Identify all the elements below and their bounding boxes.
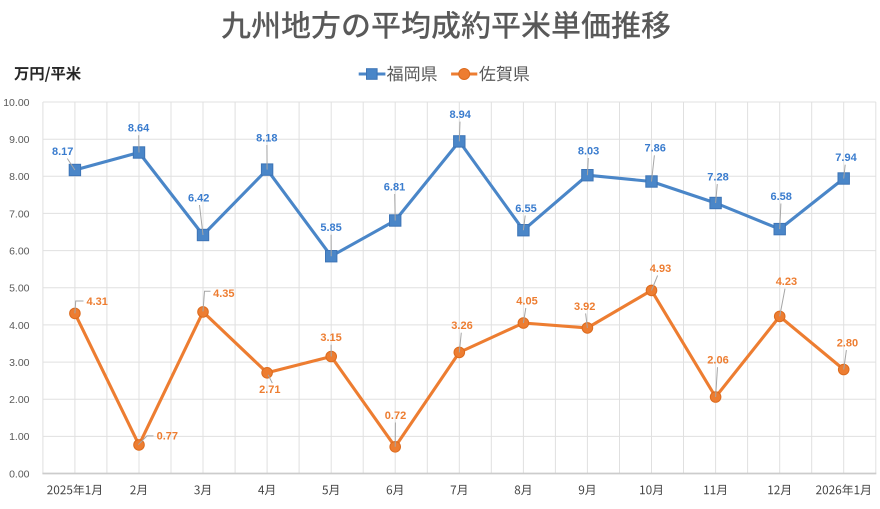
svg-text:6.55: 6.55 xyxy=(515,203,536,215)
svg-text:4.00: 4.00 xyxy=(9,320,30,332)
svg-text:4.93: 4.93 xyxy=(650,263,671,275)
svg-text:0.72: 0.72 xyxy=(385,410,406,422)
svg-text:4.23: 4.23 xyxy=(776,276,797,288)
svg-text:6.58: 6.58 xyxy=(770,191,791,203)
svg-text:2.00: 2.00 xyxy=(9,394,30,406)
svg-text:4.31: 4.31 xyxy=(87,296,108,308)
svg-text:8.03: 8.03 xyxy=(578,145,599,157)
svg-text:3.15: 3.15 xyxy=(320,332,341,344)
svg-text:8.64: 8.64 xyxy=(128,123,150,135)
svg-text:4.05: 4.05 xyxy=(516,295,537,307)
svg-text:5.85: 5.85 xyxy=(320,222,341,234)
svg-text:2.80: 2.80 xyxy=(837,337,858,349)
svg-text:0.00: 0.00 xyxy=(9,468,30,480)
svg-text:3.26: 3.26 xyxy=(451,320,472,332)
svg-text:6.42: 6.42 xyxy=(188,192,209,204)
svg-text:6.81: 6.81 xyxy=(384,181,405,193)
svg-text:3.00: 3.00 xyxy=(9,357,30,369)
svg-text:7.94: 7.94 xyxy=(835,152,857,164)
svg-text:9.00: 9.00 xyxy=(9,134,30,146)
svg-text:7.86: 7.86 xyxy=(644,143,665,155)
svg-text:7.00: 7.00 xyxy=(9,208,30,220)
svg-text:8.17: 8.17 xyxy=(52,146,73,158)
svg-text:8.94: 8.94 xyxy=(449,109,471,121)
svg-text:1.00: 1.00 xyxy=(9,431,30,443)
svg-text:3.92: 3.92 xyxy=(574,301,595,313)
svg-text:4.35: 4.35 xyxy=(213,288,234,300)
svg-text:2.71: 2.71 xyxy=(259,384,280,396)
svg-text:0.77: 0.77 xyxy=(157,431,178,443)
svg-text:8.00: 8.00 xyxy=(9,171,30,183)
svg-text:10.00: 10.00 xyxy=(3,97,29,109)
svg-text:5.00: 5.00 xyxy=(9,283,30,295)
svg-text:2.06: 2.06 xyxy=(707,355,728,367)
svg-text:8.18: 8.18 xyxy=(256,132,277,144)
svg-text:6.00: 6.00 xyxy=(9,246,30,258)
svg-text:7.28: 7.28 xyxy=(707,172,728,184)
